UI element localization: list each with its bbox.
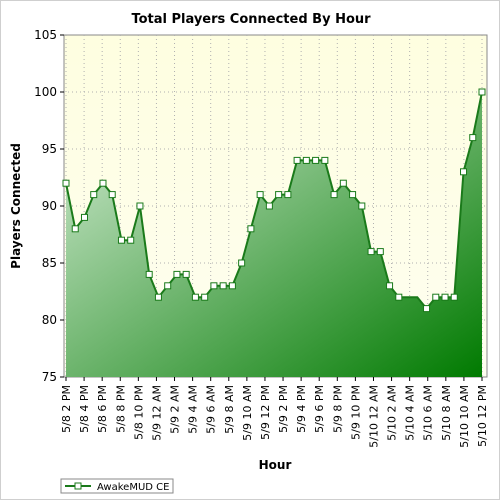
series-area-fill bbox=[66, 92, 482, 377]
data-point-marker bbox=[145, 270, 153, 278]
y-tick-label: 90 bbox=[42, 199, 57, 213]
x-tick-label: 5/9 2 AM bbox=[169, 385, 182, 434]
x-tick-label: 5/9 6 PM bbox=[313, 385, 326, 433]
data-point-marker bbox=[173, 270, 181, 278]
y-tick-label: 95 bbox=[42, 142, 57, 156]
data-point-marker bbox=[99, 179, 107, 187]
x-axis: 5/8 2 PM 5/8 4 PM 5/8 6 PM 5/8 8 PM 5/8 10 P… bbox=[60, 377, 489, 448]
data-point-marker bbox=[71, 225, 79, 233]
data-point-marker bbox=[127, 236, 135, 244]
data-point-marker bbox=[312, 156, 320, 164]
data-point-marker bbox=[201, 293, 209, 301]
data-point-marker bbox=[247, 225, 255, 233]
legend-box bbox=[60, 478, 174, 494]
data-point-marker bbox=[164, 282, 172, 290]
data-point-marker bbox=[423, 305, 431, 313]
x-tick-label: 5/9 4 AM bbox=[187, 385, 200, 434]
x-tick-label: 5/10 2 AM bbox=[386, 385, 399, 441]
x-tick-label: 5/10 8 AM bbox=[440, 385, 453, 441]
data-point-marker bbox=[228, 282, 236, 290]
data-point-marker bbox=[321, 156, 329, 164]
data-point-marker bbox=[90, 191, 98, 199]
legend: AwakeMUD CE bbox=[60, 478, 174, 494]
data-point-marker bbox=[219, 282, 227, 290]
data-point-marker bbox=[339, 179, 347, 187]
data-point-marker bbox=[386, 282, 394, 290]
data-point-marker bbox=[275, 191, 283, 199]
x-tick-label: 5/8 10 PM bbox=[132, 385, 145, 440]
data-point-marker bbox=[469, 134, 477, 142]
x-tick-label: 5/9 10 AM bbox=[241, 385, 254, 441]
series-area bbox=[66, 92, 482, 377]
data-point-marker bbox=[80, 213, 88, 221]
y-tick-label: 105 bbox=[34, 28, 57, 42]
data-point-marker bbox=[117, 236, 125, 244]
data-point-marker bbox=[108, 191, 116, 199]
data-point-marker bbox=[358, 202, 366, 210]
data-point-marker bbox=[441, 293, 449, 301]
data-point-marker bbox=[136, 202, 144, 210]
x-tick-label: 5/8 8 PM bbox=[114, 385, 127, 433]
x-tick-label: 5/8 2 PM bbox=[60, 385, 73, 433]
x-tick-label: 5/10 6 AM bbox=[422, 385, 435, 441]
y-axis-label: Players Connected bbox=[9, 143, 23, 269]
data-point-marker bbox=[210, 282, 218, 290]
series-line bbox=[65, 91, 483, 311]
data-point-marker bbox=[265, 202, 273, 210]
y-tick-label: 100 bbox=[34, 85, 57, 99]
data-point-marker bbox=[478, 88, 486, 96]
y-tick-label: 80 bbox=[42, 313, 57, 327]
y-tick-label: 85 bbox=[42, 256, 57, 270]
series-markers bbox=[62, 88, 486, 313]
x-tick-label: 5/9 8 AM bbox=[223, 385, 236, 434]
series-polyline bbox=[65, 91, 483, 311]
data-point-marker bbox=[330, 191, 338, 199]
x-tick-label: 5/9 6 AM bbox=[205, 385, 218, 434]
x-tick-label: 5/8 4 PM bbox=[78, 385, 91, 433]
x-tick-label: 5/10 4 AM bbox=[404, 385, 417, 441]
x-tick-label: 5/9 4 PM bbox=[295, 385, 308, 433]
x-tick-label: 5/8 6 PM bbox=[96, 385, 109, 433]
data-point-marker bbox=[302, 156, 310, 164]
x-tick-label: 5/10 12 AM bbox=[367, 385, 380, 448]
data-point-marker bbox=[182, 270, 190, 278]
data-point-marker bbox=[460, 168, 468, 176]
data-point-marker bbox=[376, 248, 384, 256]
data-point-marker bbox=[395, 293, 403, 301]
data-point-marker bbox=[191, 293, 199, 301]
data-point-marker bbox=[349, 191, 357, 199]
x-tick-label: 5/10 12 PM bbox=[476, 385, 489, 447]
y-axis: 75 80 85 90 95 100 105 bbox=[34, 28, 64, 384]
legend-marker-swatch bbox=[74, 482, 82, 490]
chart-title: Total Players Connected By Hour bbox=[131, 12, 371, 27]
data-point-marker bbox=[256, 191, 264, 199]
legend-series-name: AwakeMUD CE bbox=[97, 482, 169, 493]
data-point-marker bbox=[284, 191, 292, 199]
data-point-marker bbox=[450, 293, 458, 301]
x-tick-label: 5/10 10 AM bbox=[458, 385, 471, 448]
data-point-marker bbox=[432, 293, 440, 301]
x-tick-label: 5/9 8 PM bbox=[331, 385, 344, 433]
x-tick-label: 5/9 10 PM bbox=[349, 385, 362, 440]
data-point-marker bbox=[154, 293, 162, 301]
x-tick-label: 5/9 12 AM bbox=[150, 385, 163, 441]
data-point-marker bbox=[238, 259, 246, 267]
x-tick-label: 5/9 12 PM bbox=[259, 385, 272, 440]
x-tick-label: 5/9 2 PM bbox=[277, 385, 290, 433]
data-point-marker bbox=[293, 156, 301, 164]
data-point-marker bbox=[367, 248, 375, 256]
x-axis-label: Hour bbox=[259, 458, 292, 472]
data-point-marker bbox=[62, 179, 70, 187]
y-tick-label: 75 bbox=[42, 370, 57, 384]
